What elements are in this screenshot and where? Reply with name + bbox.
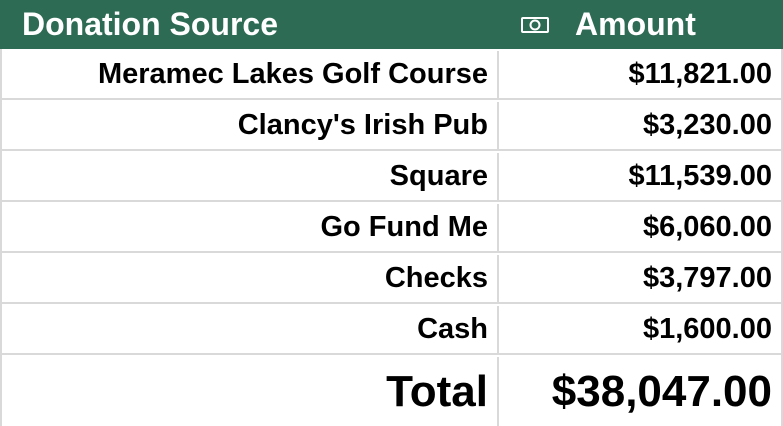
amount-cell[interactable]: $3,230.00 <box>642 109 772 141</box>
column-divider <box>497 204 499 251</box>
header-cell-amount[interactable]: Amount <box>499 0 783 49</box>
header-label-donation-source: Donation Source <box>22 6 279 42</box>
total-label-cell[interactable]: Total <box>386 366 488 416</box>
source-cell[interactable]: Checks <box>384 262 488 294</box>
source-cell[interactable]: Go Fund Me <box>320 211 488 243</box>
total-amount-cell[interactable]: $38,047.00 <box>551 366 772 416</box>
header-label-amount: Amount <box>575 6 696 42</box>
column-divider <box>497 102 499 149</box>
amount-cell[interactable]: $1,600.00 <box>642 313 772 345</box>
source-cell[interactable]: Meramec Lakes Golf Course <box>97 58 488 90</box>
table-row: Square $11,539.00 <box>0 153 783 202</box>
grid-border-left <box>0 49 2 426</box>
header-cell-donation-source[interactable]: Donation Source <box>0 0 497 49</box>
table-row: Meramec Lakes Golf Course $11,821.00 <box>0 51 783 100</box>
source-cell[interactable]: Cash <box>417 313 488 345</box>
grid-border-right <box>781 49 783 426</box>
amount-cell[interactable]: $11,821.00 <box>628 58 772 90</box>
table-row: Cash $1,600.00 <box>0 306 783 355</box>
table-row: Clancy's Irish Pub $3,230.00 <box>0 102 783 151</box>
column-divider <box>497 255 499 302</box>
column-divider <box>497 51 499 98</box>
money-icon <box>521 16 549 33</box>
amount-cell[interactable]: $11,539.00 <box>628 160 772 192</box>
table-header-row: Donation Source Amount <box>0 0 783 49</box>
column-divider <box>497 306 499 353</box>
source-cell[interactable]: Clancy's Irish Pub <box>237 109 488 141</box>
total-row: Total $38,047.00 <box>0 357 783 426</box>
column-divider <box>497 153 499 200</box>
amount-cell[interactable]: $6,060.00 <box>642 211 772 243</box>
column-divider <box>497 0 499 49</box>
source-cell[interactable]: Square <box>389 160 488 192</box>
column-divider <box>497 357 499 426</box>
table-row: Go Fund Me $6,060.00 <box>0 204 783 253</box>
table-row: Checks $3,797.00 <box>0 255 783 304</box>
amount-cell[interactable]: $3,797.00 <box>642 262 772 294</box>
